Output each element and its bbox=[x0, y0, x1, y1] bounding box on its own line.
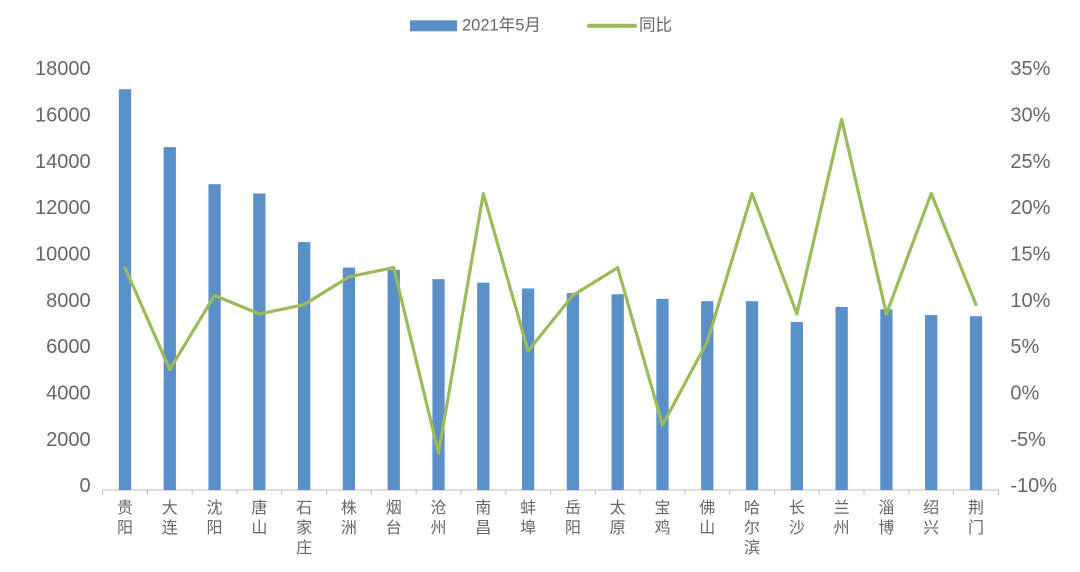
svg-text:8000: 8000 bbox=[46, 290, 91, 312]
svg-text:宝: 宝 bbox=[654, 499, 670, 517]
svg-text:10%: 10% bbox=[1010, 290, 1050, 312]
svg-text:25%: 25% bbox=[1010, 151, 1050, 173]
svg-text:原: 原 bbox=[610, 520, 626, 537]
svg-text:18000: 18000 bbox=[35, 58, 91, 80]
svg-text:南: 南 bbox=[475, 499, 491, 517]
svg-text:贵: 贵 bbox=[117, 499, 133, 517]
svg-text:0: 0 bbox=[79, 475, 90, 497]
svg-text:鸡: 鸡 bbox=[654, 519, 670, 537]
svg-text:10000: 10000 bbox=[35, 244, 91, 266]
svg-text:30%: 30% bbox=[1010, 105, 1050, 127]
svg-text:株: 株 bbox=[341, 499, 357, 517]
svg-text:洲: 洲 bbox=[341, 520, 357, 537]
svg-text:哈: 哈 bbox=[744, 499, 760, 517]
svg-text:山: 山 bbox=[699, 519, 715, 537]
svg-text:岳: 岳 bbox=[565, 499, 581, 517]
svg-text:阳: 阳 bbox=[207, 519, 223, 537]
svg-text:阳: 阳 bbox=[117, 519, 133, 537]
svg-text:沈: 沈 bbox=[207, 499, 223, 517]
svg-text:太: 太 bbox=[610, 499, 626, 517]
svg-text:门: 门 bbox=[968, 519, 984, 537]
svg-text:4000: 4000 bbox=[46, 383, 91, 405]
svg-text:家: 家 bbox=[296, 519, 312, 537]
svg-text:蚌: 蚌 bbox=[520, 499, 536, 517]
svg-text:阳: 阳 bbox=[565, 519, 581, 537]
svg-text:州: 州 bbox=[431, 520, 447, 537]
svg-text:14000: 14000 bbox=[35, 151, 91, 173]
svg-text:滨: 滨 bbox=[744, 539, 760, 557]
svg-text:20%: 20% bbox=[1010, 197, 1050, 219]
svg-text:6000: 6000 bbox=[46, 336, 91, 358]
svg-text:-5%: -5% bbox=[1010, 429, 1046, 451]
svg-text:尔: 尔 bbox=[744, 519, 760, 537]
svg-text:大: 大 bbox=[162, 499, 178, 517]
svg-text:长: 长 bbox=[789, 499, 805, 517]
svg-text:沧: 沧 bbox=[431, 499, 447, 517]
svg-text:绍: 绍 bbox=[923, 499, 939, 517]
svg-text:博: 博 bbox=[878, 519, 894, 537]
svg-text:沙: 沙 bbox=[789, 520, 805, 537]
svg-text:35%: 35% bbox=[1010, 58, 1050, 80]
svg-text:庄: 庄 bbox=[296, 539, 312, 557]
svg-text:15%: 15% bbox=[1010, 244, 1050, 266]
svg-text:台: 台 bbox=[386, 519, 402, 537]
svg-text:兴: 兴 bbox=[923, 519, 939, 537]
svg-text:埠: 埠 bbox=[520, 519, 536, 537]
svg-text:2021年5月: 2021年5月 bbox=[462, 16, 541, 35]
svg-text:州: 州 bbox=[834, 520, 850, 537]
svg-text:石: 石 bbox=[296, 500, 312, 517]
svg-text:唐: 唐 bbox=[251, 499, 267, 517]
svg-text:山: 山 bbox=[251, 519, 267, 537]
svg-text:5%: 5% bbox=[1010, 336, 1039, 358]
svg-text:连: 连 bbox=[162, 519, 178, 537]
svg-text:佛: 佛 bbox=[699, 499, 715, 517]
svg-text:16000: 16000 bbox=[35, 105, 91, 127]
svg-text:2000: 2000 bbox=[46, 429, 91, 451]
svg-text:荆: 荆 bbox=[968, 499, 984, 517]
svg-text:烟: 烟 bbox=[386, 499, 402, 517]
svg-text:12000: 12000 bbox=[35, 197, 91, 219]
svg-text:兰: 兰 bbox=[834, 499, 850, 517]
svg-text:-10%: -10% bbox=[1010, 475, 1057, 497]
svg-text:同比: 同比 bbox=[639, 16, 672, 35]
svg-text:0%: 0% bbox=[1010, 383, 1039, 405]
svg-text:淄: 淄 bbox=[878, 499, 894, 517]
svg-text:昌: 昌 bbox=[475, 520, 491, 537]
